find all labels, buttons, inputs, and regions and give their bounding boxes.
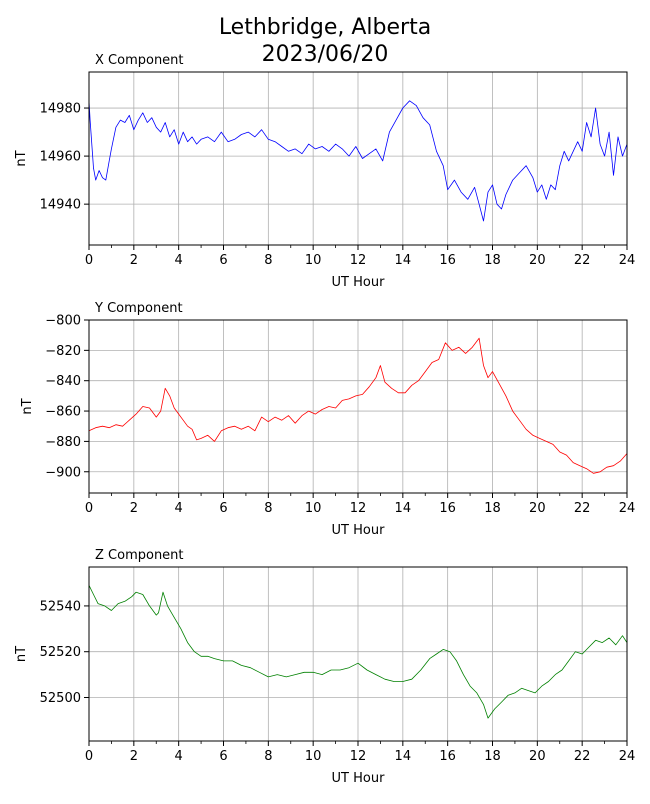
x-tick-label: 6 (219, 501, 227, 516)
x-tick-label: 22 (574, 501, 591, 516)
x-tick-label: 4 (175, 501, 183, 516)
y-axis-label: nT (14, 646, 29, 662)
x-tick-label: 16 (439, 749, 456, 764)
x-tick-label: 4 (175, 749, 183, 764)
x-tick-label: 8 (264, 253, 272, 268)
panel-subtitle: Y Component (94, 301, 183, 316)
x-tick-label: 2 (130, 501, 138, 516)
x-tick-label: 12 (350, 253, 367, 268)
panel-subtitle: X Component (95, 53, 184, 68)
x-tick-label: 14 (395, 749, 412, 764)
panel-subtitle: Z Component (95, 548, 184, 563)
x-tick-label: 8 (264, 501, 272, 516)
x-tick-label: 2 (130, 749, 138, 764)
x-tick-label: 20 (529, 749, 546, 764)
y-tick-label: 14940 (40, 198, 81, 213)
x-tick-label: 16 (439, 501, 456, 516)
x-tick-label: 22 (574, 253, 591, 268)
x-tick-label: 24 (619, 501, 636, 516)
y-axis-label: nT (20, 398, 35, 414)
x-axis-label: UT Hour (332, 523, 386, 538)
y-tick-label: 52540 (40, 599, 81, 614)
x-tick-label: 18 (484, 749, 501, 764)
x-tick-label: 4 (175, 253, 183, 268)
x-tick-label: 10 (305, 749, 322, 764)
series-line-z (88, 585, 628, 719)
y-tick-label: 52520 (40, 645, 81, 660)
x-tick-label: 12 (350, 749, 367, 764)
x-tick-label: 10 (305, 253, 322, 268)
y-tick-label: −820 (45, 344, 81, 359)
series-line-x (88, 100, 628, 222)
x-tick-label: 20 (529, 501, 546, 516)
x-tick-label: 22 (574, 749, 591, 764)
y-tick-label: 14960 (40, 150, 81, 165)
x-tick-label: 8 (264, 749, 272, 764)
figure-title-location: Lethbridge, Alberta (219, 15, 431, 40)
y-tick-label: −800 (45, 314, 81, 329)
figure-title-date: 2023/06/20 (262, 42, 389, 67)
x-tick-label: 24 (619, 749, 636, 764)
x-axis-label: UT Hour (332, 275, 386, 290)
x-tick-label: 16 (439, 253, 456, 268)
panel-y: 0 2 4 6 8 10 12 14 16 18 20 22 24−900−880−860−840−82… (20, 301, 635, 538)
series-line-y (88, 337, 628, 474)
x-tick-label: 6 (219, 749, 227, 764)
x-tick-label: 14 (395, 501, 412, 516)
y-tick-label: 52500 (40, 691, 81, 706)
y-tick-label: −900 (45, 465, 81, 480)
y-tick-label: −840 (45, 374, 81, 389)
x-axis-label: UT Hour (332, 771, 386, 786)
x-tick-label: 6 (219, 253, 227, 268)
y-tick-label: 14980 (40, 102, 81, 117)
x-tick-label: 20 (529, 253, 546, 268)
y-tick-label: −860 (45, 405, 81, 420)
x-tick-label: 18 (484, 253, 501, 268)
x-tick-label: 14 (395, 253, 412, 268)
x-tick-label: 0 (85, 749, 93, 764)
x-tick-label: 24 (619, 253, 636, 268)
x-tick-label: 0 (85, 501, 93, 516)
x-tick-label: 2 (130, 253, 138, 268)
x-tick-label: 0 (85, 253, 93, 268)
x-tick-label: 10 (305, 501, 322, 516)
x-tick-label: 12 (350, 501, 367, 516)
y-tick-label: −880 (45, 435, 81, 450)
x-tick-label: 18 (484, 501, 501, 516)
y-axis-label: nT (14, 150, 29, 166)
